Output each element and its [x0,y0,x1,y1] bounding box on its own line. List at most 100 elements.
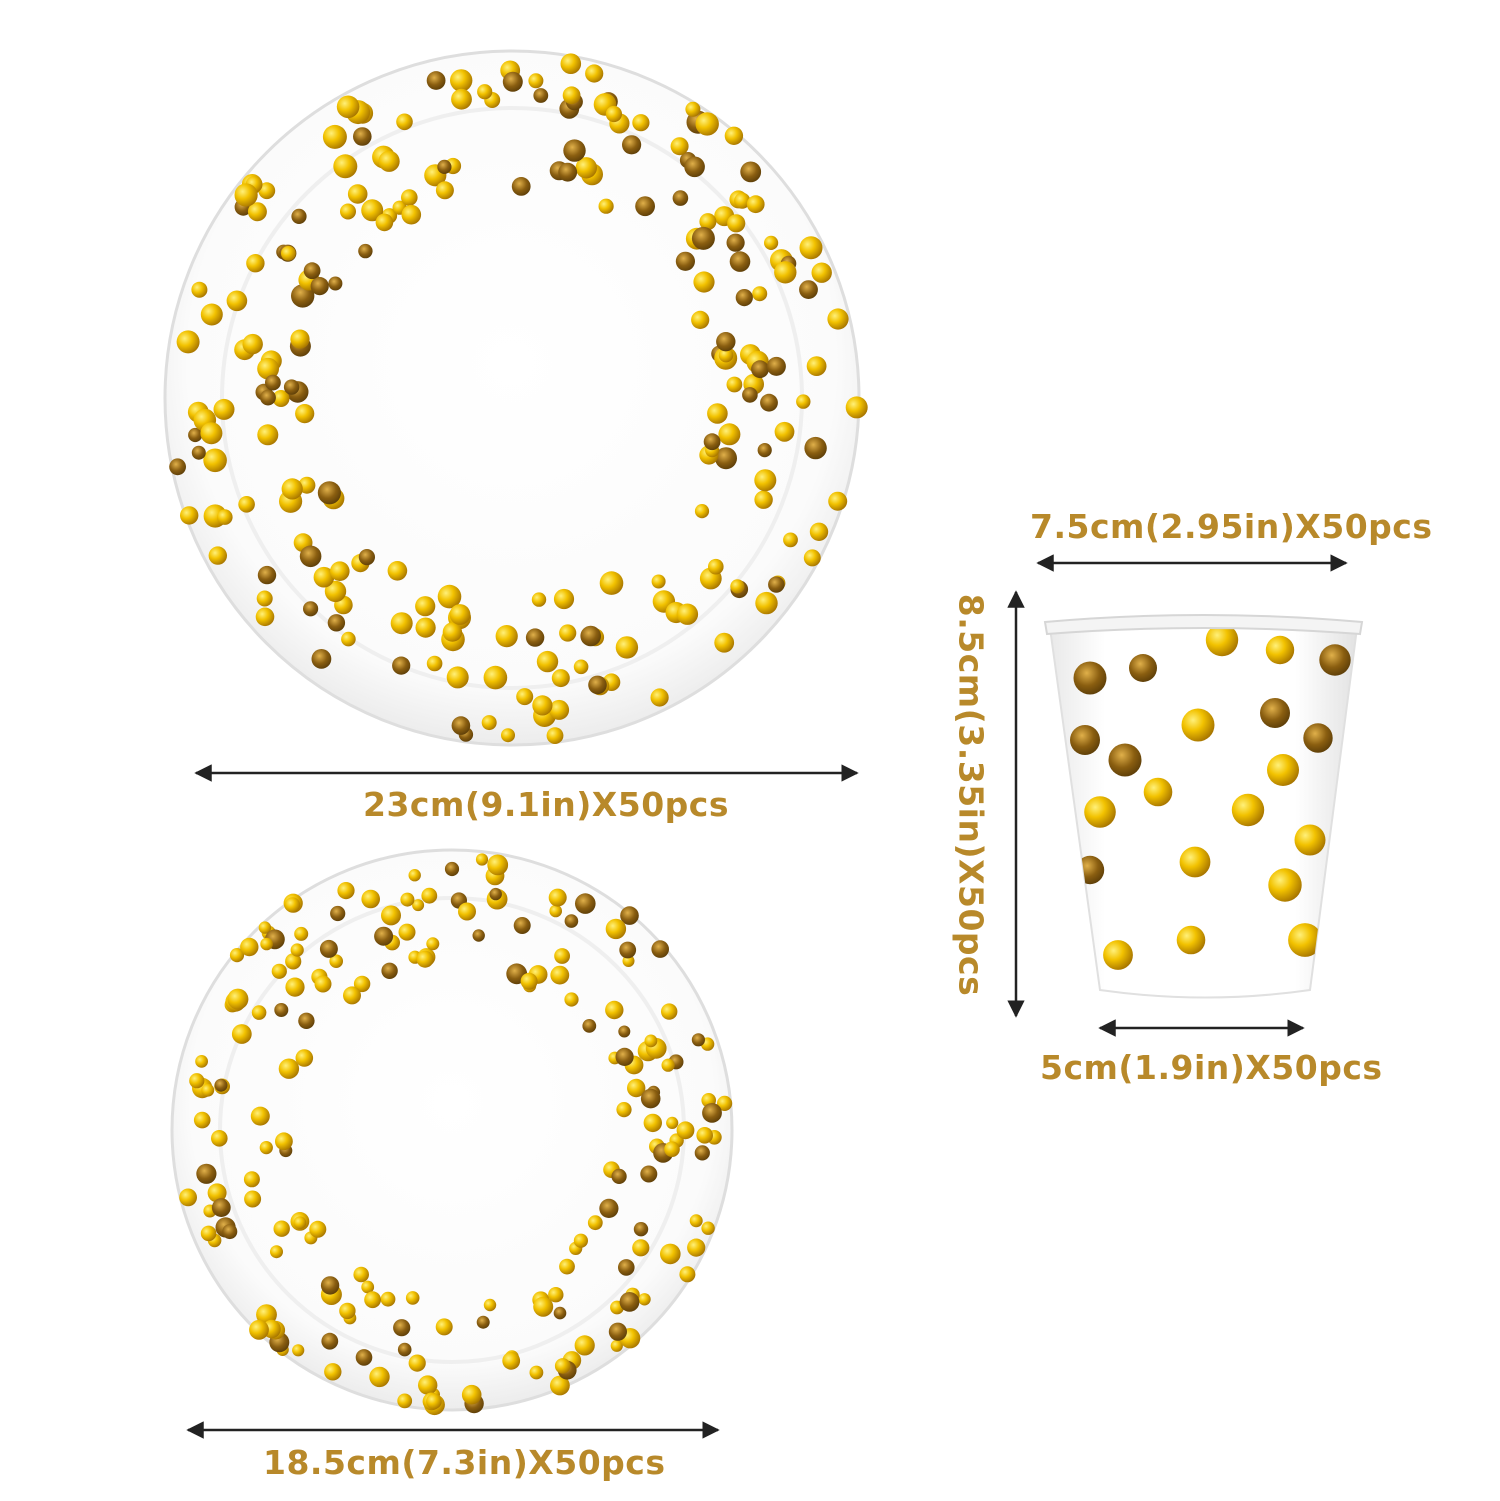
gold-dot [283,379,300,395]
gold-dot [638,1293,651,1306]
gold-dot [1294,824,1326,856]
gold-dot [666,1116,679,1129]
gold-dot [329,954,344,968]
gold-dot [255,607,275,627]
gold-dot [324,1363,342,1381]
gold-dot [702,1103,722,1123]
gold-dot [380,1291,396,1307]
gold-dot [257,357,279,380]
gold-dot [285,953,302,970]
gold-dot [290,329,310,349]
gold-dot [548,888,567,907]
gold-dot [169,458,187,476]
gold-dot [727,214,746,233]
gold-dot [616,1102,632,1118]
gold-dot [450,69,473,92]
gold-dot [451,716,471,735]
gold-dot [608,1322,628,1341]
gold-dot [502,71,523,92]
gold-dot [754,490,773,509]
gold-dot [806,356,827,376]
gold-dot [582,1019,597,1033]
gold-dot [477,84,493,100]
gold-dot [610,1339,623,1352]
gold-dot [559,624,577,642]
gold-dot [687,1238,706,1257]
gold-dot [401,189,418,206]
gold-dot [191,281,208,298]
gold-dot [660,1243,681,1265]
gold-dot [273,1220,290,1237]
gold-dot [426,655,443,672]
gold-dot [191,445,206,460]
gold-dot [703,433,721,451]
gold-dot [309,1220,327,1238]
gold-dot [412,899,425,912]
gold-dot [483,665,508,690]
gold-dot [234,183,258,207]
gold-dot [401,204,422,225]
gold-dot [337,882,355,900]
gold-dot [799,280,818,299]
gold-dot [208,546,227,565]
gold-dot [201,1083,215,1097]
gold-dot [740,161,762,183]
gold-dot [247,202,267,222]
gold-dot [319,939,338,958]
gold-dot [364,1291,381,1309]
gold-dot [188,427,203,443]
gold-dot [549,699,570,720]
gold-dot [1176,925,1206,955]
gold-dot [676,1121,695,1140]
gold-dot [392,656,411,675]
gold-dot [257,424,279,446]
gold-dot [176,330,200,354]
gold-dot [615,636,639,659]
gold-dot [358,549,375,566]
gold-dot [562,86,581,105]
gold-dot [564,914,579,928]
gold-dot [1267,754,1299,786]
gold-dot [196,1163,217,1184]
gold-dot [718,347,734,363]
gold-dot [715,447,737,470]
gold-dot [200,303,223,326]
gold-dot [693,271,715,293]
gold-dot [200,1225,217,1242]
gold-dot [513,917,531,934]
gold-dot [575,157,597,179]
gold-dot [214,1078,228,1092]
gold-dot [618,1259,635,1276]
gold-dot [546,727,564,744]
small-plate-dots [179,853,733,1416]
gold-dot [278,1058,300,1079]
gold-dot [633,1222,649,1237]
gold-dot [726,233,745,252]
gold-dot [347,184,368,204]
gold-dot [458,902,476,921]
gold-dot [353,975,371,993]
gold-dot [290,943,304,957]
gold-dot [381,905,401,926]
gold-dot [696,1127,713,1144]
gold-dot [766,356,786,376]
gold-dot [275,1132,293,1151]
gold-dot [735,289,753,307]
gold-dot [691,310,710,329]
gold-dot [689,1214,703,1228]
gold-dot [1179,846,1211,878]
gold-dot [1103,940,1133,970]
gold-dot [461,1384,482,1405]
gold-dot [679,1266,696,1283]
gold-dot [1070,725,1100,755]
gold-dot [393,1319,411,1337]
gold-dot [644,1034,658,1048]
cup-height-label: 8.5cm(3.35in)X50pcs [951,593,991,997]
gold-dot [529,1365,544,1380]
cup-rim [1043,614,1364,636]
gold-dot [501,728,515,743]
gold-dot [691,226,715,250]
gold-dot [783,532,798,548]
gold-dot [1075,855,1105,885]
gold-dot [742,387,758,403]
